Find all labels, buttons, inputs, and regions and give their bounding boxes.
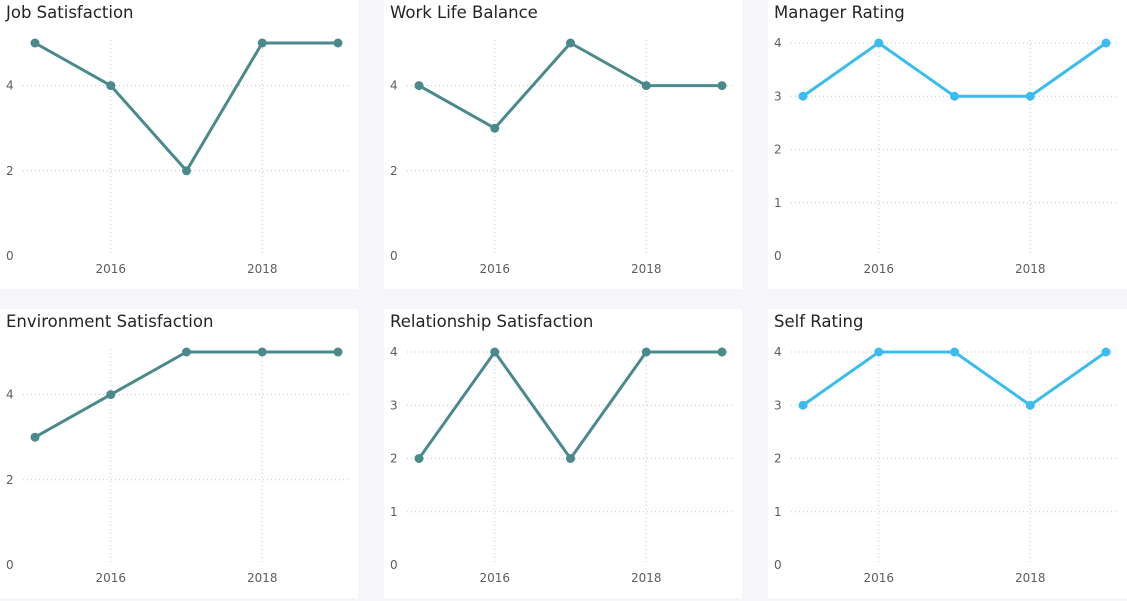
y-tick-label: 4 [6,79,14,93]
y-tick-label: 3 [390,398,398,412]
data-point[interactable] [490,123,500,133]
y-tick-label: 2 [6,473,14,487]
chart-title: Job Satisfaction [6,3,134,22]
y-tick-label: 4 [390,79,398,93]
y-tick-label: 2 [6,164,14,178]
data-point[interactable] [874,38,884,48]
y-tick-label: 1 [390,505,398,519]
y-tick-label: 4 [390,345,398,359]
series-line [801,350,1108,407]
chart-title: Relationship Satisfaction [390,312,594,331]
data-point[interactable] [950,347,959,357]
y-tick-label: 4 [6,388,14,402]
chart-panel-self-rating[interactable]: Self Rating 0 1 2 3 4 2016 2018 [768,309,1127,598]
data-point[interactable] [182,166,191,176]
series-line [801,41,1108,98]
data-point[interactable] [30,432,40,442]
data-point[interactable] [1025,400,1035,410]
series-line [33,350,340,439]
data-point[interactable] [414,454,424,463]
x-tick-label: 2018 [1015,571,1046,585]
y-tick-label: 1 [774,196,782,210]
data-point[interactable] [333,38,343,48]
x-tick-label: 2016 [95,571,126,585]
line-chart-manager-rating: 0 1 2 3 4 2016 2018 [774,36,1118,276]
y-tick-label: 0 [774,249,782,263]
data-point[interactable] [106,390,116,400]
data-point[interactable] [566,38,575,48]
y-tick-label: 1 [774,505,782,519]
chart-panel-manager-rating[interactable]: Manager Rating 0 1 2 3 4 2016 2018 [768,0,1127,289]
data-point[interactable] [1025,91,1035,101]
chart-panel-environment-satisfaction[interactable]: Environment Satisfaction 0 2 4 2016 2018 [0,309,358,598]
data-point[interactable] [950,91,959,101]
x-tick-label: 2016 [479,262,510,276]
data-point[interactable] [717,347,727,357]
y-tick-label: 3 [774,398,782,412]
data-point[interactable] [641,347,651,357]
data-point[interactable] [1101,347,1111,357]
series-line [417,350,724,460]
data-point[interactable] [798,400,808,410]
series-line [33,41,340,173]
y-tick-label: 0 [6,249,14,263]
x-tick-label: 2018 [631,262,662,276]
data-point[interactable] [106,81,116,91]
chart-title: Work Life Balance [390,3,538,22]
data-point[interactable] [1101,38,1111,48]
data-point[interactable] [566,454,575,463]
x-tick-label: 2016 [863,262,894,276]
y-tick-label: 3 [774,89,782,103]
data-point[interactable] [257,347,267,357]
line-chart-relationship-satisfaction: 0 1 2 3 4 2016 2018 [390,345,734,585]
line-chart-self-rating: 0 1 2 3 4 2016 2018 [774,345,1118,585]
data-point[interactable] [182,347,191,357]
y-tick-label: 0 [774,558,782,572]
data-point[interactable] [717,81,727,91]
line-chart-environment-satisfaction: 0 2 4 2016 2018 [6,347,350,585]
chart-title: Manager Rating [774,3,905,22]
chart-panel-relationship-satisfaction[interactable]: Relationship Satisfaction 0 1 2 3 4 2016 2018 [384,309,742,598]
data-point[interactable] [798,91,808,101]
data-point[interactable] [257,38,267,48]
y-tick-label: 2 [390,452,398,466]
x-tick-label: 2018 [247,571,278,585]
data-point[interactable] [30,38,40,48]
x-tick-label: 2018 [1015,262,1046,276]
y-tick-label: 2 [774,452,782,466]
x-tick-label: 2018 [247,262,278,276]
data-point[interactable] [874,347,884,357]
line-chart-job-satisfaction: 0 2 4 2016 2018 [6,38,350,276]
data-point[interactable] [641,81,651,91]
x-tick-label: 2016 [95,262,126,276]
chart-panel-work-life-balance[interactable]: Work Life Balance 0 2 4 2016 2018 [384,0,742,289]
data-point[interactable] [414,81,424,91]
line-chart-work-life-balance: 0 2 4 2016 2018 [390,38,734,276]
y-tick-label: 4 [774,345,782,359]
x-tick-label: 2016 [863,571,894,585]
y-tick-label: 0 [390,249,398,263]
x-tick-label: 2018 [631,571,662,585]
chart-title: Environment Satisfaction [6,312,214,331]
y-tick-label: 2 [774,143,782,157]
x-tick-label: 2016 [479,571,510,585]
series-line [417,41,724,130]
data-point[interactable] [490,347,500,357]
y-tick-label: 4 [774,36,782,50]
chart-panel-job-satisfaction[interactable]: Job Satisfaction 0 2 4 2016 2018 [0,0,358,289]
chart-title: Self Rating [774,312,864,331]
y-tick-label: 0 [6,558,14,572]
data-point[interactable] [333,347,343,357]
y-tick-label: 0 [390,558,398,572]
y-tick-label: 2 [390,164,398,178]
